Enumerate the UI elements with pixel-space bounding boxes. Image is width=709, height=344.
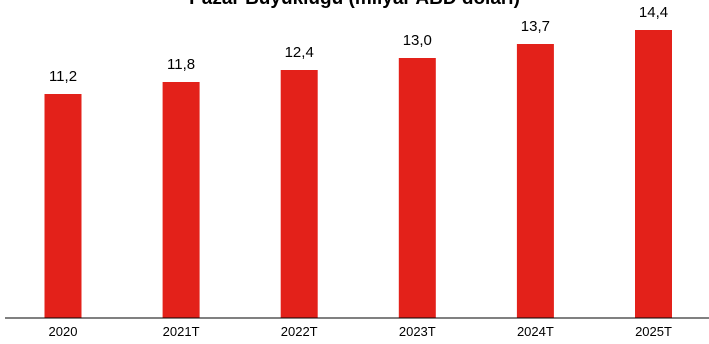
x-tick-label-2022T: 2022T	[281, 324, 318, 339]
x-tick-labels-group: 2020 2021T 2022T 2023T 2024T 2025T	[49, 324, 672, 339]
value-label-2024T: 13,7	[521, 18, 550, 35]
x-tick-label-2020: 2020	[49, 324, 78, 339]
bar-2020	[44, 94, 82, 318]
value-labels-group: 11,2 11,8 12,4 13,0 13,7 14,4	[49, 4, 668, 85]
value-label-2023T: 13,0	[403, 32, 432, 49]
x-tick-label-2023T: 2023T	[399, 324, 436, 339]
bar-2021T	[162, 82, 200, 318]
chart-title: Pazar Büyüklüğü (milyar ABD doları)	[0, 0, 709, 10]
x-tick-label-2021T: 2021T	[163, 324, 200, 339]
x-tick-label-2025T: 2025T	[635, 324, 672, 339]
value-label-2022T: 12,4	[285, 44, 314, 61]
bar-2025T	[635, 30, 672, 318]
value-label-2025T: 14,4	[639, 4, 668, 21]
value-label-2020: 11,2	[49, 68, 77, 85]
bar-2022T	[280, 70, 318, 318]
bar-2023T	[398, 58, 436, 318]
bars-group	[44, 30, 672, 318]
value-label-2021T: 11,8	[167, 56, 195, 73]
x-tick-label-2024T: 2024T	[517, 324, 554, 339]
bar-2024T	[516, 44, 554, 318]
